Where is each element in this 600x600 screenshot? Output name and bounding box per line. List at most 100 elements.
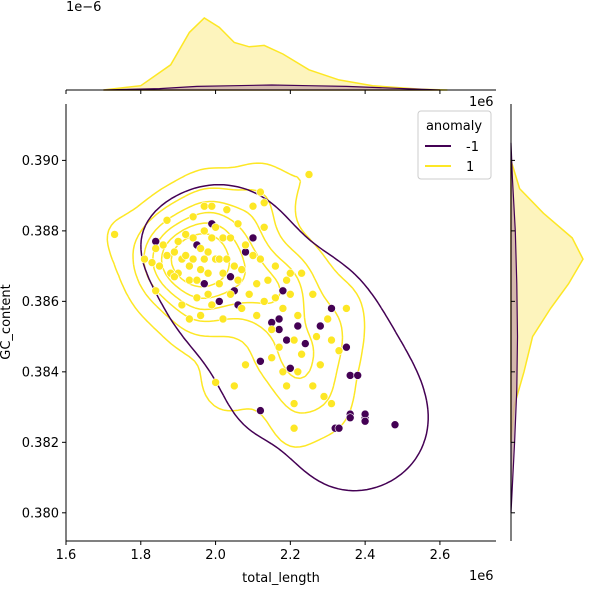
- data-point-anomaly-pos: [207, 300, 217, 310]
- data-point-anomaly-pos: [218, 314, 228, 324]
- data-point-anomaly-pos: [162, 216, 172, 225]
- y-tick-label: 0.390: [22, 154, 59, 169]
- y-tick-label: 0.384: [22, 365, 59, 380]
- data-point-anomaly-neg: [315, 321, 325, 331]
- data-point-anomaly-pos: [188, 254, 198, 264]
- data-point-anomaly-pos: [297, 349, 306, 359]
- data-point-anomaly-pos: [200, 254, 209, 264]
- legend-label-pos: 1: [466, 160, 474, 175]
- y-tick-label: 0.382: [22, 436, 59, 451]
- data-point-anomaly-pos: [158, 240, 168, 250]
- scatter-points: [110, 170, 400, 433]
- x-tick-label: 1.8: [130, 548, 151, 563]
- data-point-anomaly-neg: [226, 272, 235, 282]
- data-point-anomaly-pos: [173, 237, 183, 246]
- data-point-anomaly-pos: [203, 268, 213, 278]
- kde-contours: [106, 162, 429, 492]
- data-point-anomaly-neg: [278, 286, 288, 296]
- data-point-anomaly-pos: [192, 275, 202, 285]
- data-point-anomaly-neg: [200, 279, 209, 289]
- data-point-anomaly-neg: [274, 314, 284, 324]
- data-point-anomaly-pos: [181, 230, 190, 239]
- data-point-anomaly-pos: [222, 254, 232, 264]
- data-point-anomaly-pos: [203, 247, 213, 257]
- data-point-anomaly-neg: [390, 420, 400, 430]
- data-point-anomaly-pos: [267, 353, 277, 363]
- top-marginal-kde-positive: [103, 17, 448, 91]
- data-point-anomaly-pos: [226, 289, 235, 299]
- top-marginal-offset-label: 1e−6: [66, 0, 101, 15]
- data-point-anomaly-pos: [185, 275, 194, 285]
- data-point-anomaly-pos: [215, 254, 224, 264]
- top-marginal-panel: 1e−6: [66, 0, 496, 91]
- x-tick-label: 2.0: [205, 548, 226, 563]
- data-point-anomaly-pos: [319, 392, 329, 401]
- data-point-anomaly-pos: [155, 261, 164, 271]
- data-point-anomaly-pos: [233, 219, 243, 229]
- data-point-anomaly-pos: [274, 342, 284, 352]
- data-point-anomaly-pos: [267, 325, 277, 334]
- data-point-anomaly-pos: [297, 268, 306, 278]
- data-point-anomaly-pos: [289, 399, 299, 408]
- x-axis-ticks: 1.6 1.8 2.0 2.2 2.4 2.6: [56, 90, 451, 563]
- data-point-anomaly-pos: [233, 275, 243, 285]
- data-point-anomaly-neg: [293, 321, 303, 331]
- data-point-anomaly-neg: [345, 413, 355, 423]
- x-tick-label: 2.2: [280, 548, 301, 563]
- data-point-anomaly-pos: [334, 346, 344, 356]
- data-point-anomaly-pos: [196, 265, 205, 274]
- kde-contour-line: [106, 162, 366, 448]
- data-point-anomaly-neg: [215, 297, 224, 306]
- x-tick-label: 2.4: [355, 548, 376, 563]
- y-axis-label: GC_content: [0, 284, 14, 359]
- data-point-anomaly-pos: [304, 170, 314, 179]
- y-axis-ticks: 0.380 0.382 0.384 0.386 0.388 0.390: [22, 154, 515, 521]
- legend-title: anomaly: [426, 119, 482, 134]
- data-point-anomaly-pos: [327, 335, 336, 345]
- x-tick-label: 2.6: [430, 548, 451, 563]
- right-marginal-kde-positive: [510, 160, 584, 443]
- data-point-anomaly-pos: [151, 244, 160, 253]
- data-point-anomaly-neg: [248, 233, 258, 243]
- data-point-anomaly-pos: [226, 233, 235, 243]
- data-point-anomaly-neg: [282, 335, 291, 345]
- kde-contour-line: [143, 200, 315, 380]
- data-point-anomaly-pos: [263, 275, 273, 285]
- data-point-anomaly-pos: [188, 212, 198, 222]
- data-point-anomaly-neg: [151, 237, 160, 246]
- y-tick-label: 0.386: [22, 295, 59, 310]
- data-point-anomaly-pos: [237, 265, 246, 274]
- data-point-anomaly-neg: [327, 304, 336, 313]
- data-point-anomaly-pos: [200, 201, 209, 211]
- data-point-anomaly-pos: [289, 423, 299, 433]
- x-axis-label: total_length: [242, 571, 320, 586]
- data-point-anomaly-pos: [207, 233, 217, 243]
- data-point-anomaly-neg: [300, 339, 310, 348]
- data-point-anomaly-pos: [342, 304, 351, 313]
- data-point-anomaly-pos: [200, 226, 209, 236]
- data-point-anomaly-pos: [308, 381, 318, 391]
- data-point-anomaly-pos: [222, 205, 232, 214]
- data-point-anomaly-pos: [188, 233, 198, 243]
- data-point-anomaly-pos: [293, 367, 303, 377]
- main-plot: 1.6 1.8 2.0 2.2 2.4 2.6 0.3800.3820.3840.3860…: [0, 90, 515, 586]
- data-point-anomaly-pos: [196, 311, 205, 320]
- data-point-anomaly-pos: [252, 311, 262, 320]
- data-point-anomaly-pos: [259, 297, 269, 306]
- data-point-anomaly-pos: [312, 332, 321, 341]
- data-point-anomaly-pos: [181, 251, 190, 260]
- data-point-anomaly-pos: [237, 304, 246, 313]
- data-point-anomaly-neg: [274, 325, 284, 334]
- legend: anomaly -1 1: [417, 110, 492, 180]
- legend-label-neg: -1: [466, 140, 479, 155]
- x-axis-offset-label: 1e6: [469, 569, 494, 584]
- data-point-anomaly-pos: [162, 251, 172, 260]
- data-point-anomaly-neg: [285, 363, 295, 373]
- data-point-anomaly-pos: [285, 268, 295, 278]
- data-point-anomaly-pos: [185, 314, 194, 324]
- data-point-anomaly-pos: [248, 251, 258, 260]
- data-point-anomaly-pos: [259, 223, 269, 232]
- data-point-anomaly-pos: [256, 254, 265, 264]
- data-point-anomaly-pos: [241, 360, 250, 370]
